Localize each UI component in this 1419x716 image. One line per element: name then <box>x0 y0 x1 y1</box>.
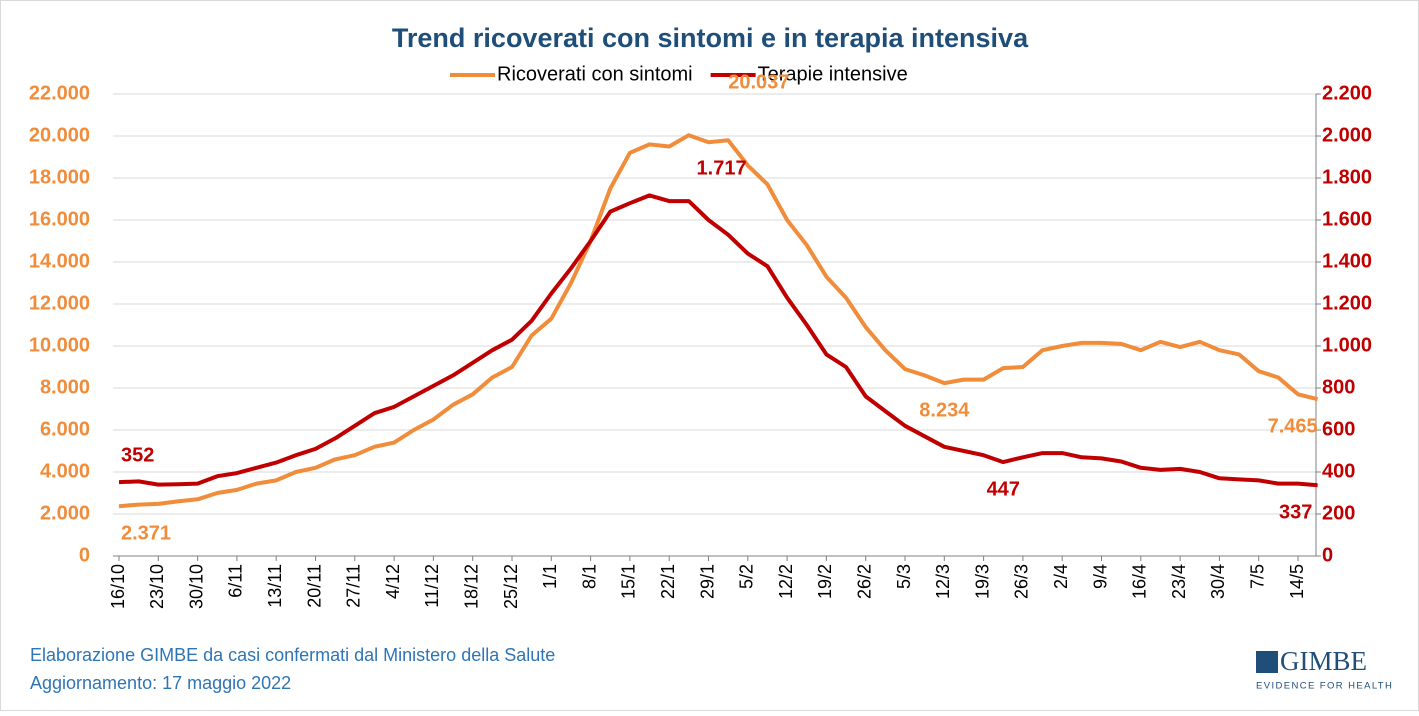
logo-icon <box>1256 651 1278 673</box>
data-label: 8.234 <box>919 399 970 421</box>
y-tick-label: 4.000 <box>40 460 90 482</box>
x-tick-label: 9/4 <box>1090 564 1110 589</box>
x-tick-label: 30/4 <box>1208 564 1228 599</box>
x-tick-label: 26/3 <box>1012 564 1032 599</box>
y-tick-label: 12.000 <box>29 292 90 314</box>
y2-tick-label: 200 <box>1322 502 1355 524</box>
chart-title: Trend ricoverati con sintomi e in terapi… <box>392 23 1029 53</box>
x-tick-label: 2/4 <box>1051 564 1071 589</box>
x-tick-label: 18/12 <box>461 564 481 609</box>
y-tick-label: 14.000 <box>29 250 90 272</box>
y2-tick-label: 2.200 <box>1322 82 1372 104</box>
x-tick-label: 30/10 <box>186 564 206 609</box>
x-tick-label: 14/5 <box>1287 564 1307 599</box>
x-tick-label: 5/3 <box>894 564 914 589</box>
logo-name: GIMBE <box>1280 646 1367 676</box>
x-tick-label: 12/3 <box>933 564 953 599</box>
x-tick-label: 26/2 <box>854 564 874 599</box>
x-tick-label: 16/4 <box>1130 564 1150 599</box>
y2-tick-label: 600 <box>1322 418 1355 440</box>
legend-label: Terapie intensive <box>758 63 908 85</box>
series-line <box>118 133 1319 509</box>
logo: GIMBE EVIDENCE FOR HEALTH <box>1256 646 1393 692</box>
x-tick-label: 12/2 <box>776 564 796 599</box>
legend-label: Ricoverati con sintomi <box>497 63 693 85</box>
y2-tick-label: 1.800 <box>1322 166 1372 188</box>
y-tick-label: 18.000 <box>29 166 90 188</box>
series-line <box>118 193 1318 488</box>
data-label: 1.717 <box>697 158 747 180</box>
x-tick-label: 7/5 <box>1247 564 1267 589</box>
y-tick-label: 8.000 <box>40 376 90 398</box>
y-tick-label: 2.000 <box>40 502 90 524</box>
x-tick-label: 23/10 <box>147 564 167 609</box>
x-tick-label: 6/11 <box>226 564 246 598</box>
y-tick-label: 16.000 <box>29 208 90 230</box>
x-tick-label: 15/1 <box>619 564 639 599</box>
y-tick-label: 6.000 <box>40 418 90 440</box>
footer-source: Elaborazione GIMBE da casi confermati da… <box>30 645 555 665</box>
y-tick-label: 0 <box>79 544 90 566</box>
y-tick-label: 22.000 <box>29 82 90 104</box>
y2-tick-label: 800 <box>1322 376 1355 398</box>
x-tick-label: 13/11 <box>265 564 285 608</box>
y2-tick-label: 400 <box>1322 460 1355 482</box>
x-tick-label: 23/4 <box>1169 564 1189 599</box>
data-label: 7.465 <box>1268 416 1318 438</box>
y2-tick-label: 1.200 <box>1322 292 1372 314</box>
x-tick-label: 8/1 <box>579 564 599 589</box>
x-tick-label: 5/2 <box>737 564 757 589</box>
data-label: 352 <box>121 444 154 466</box>
x-tick-label: 25/12 <box>501 564 521 609</box>
legend: Ricoverati con sintomi Terapie intensive <box>450 63 908 85</box>
x-tick-label: 29/1 <box>697 564 717 599</box>
y-tick-label: 10.000 <box>29 334 90 356</box>
x-tick-label: 16/10 <box>108 564 128 609</box>
x-tick-label: 27/11 <box>344 564 364 608</box>
y2-tick-label: 1.600 <box>1322 208 1372 230</box>
y2-tick-label: 1.000 <box>1322 334 1372 356</box>
x-tick-label: 19/3 <box>972 564 992 599</box>
x-tick-label: 4/12 <box>383 564 403 599</box>
data-label: 447 <box>987 478 1020 500</box>
data-label: 20.037 <box>728 72 789 94</box>
x-tick-label: 11/12 <box>422 564 442 608</box>
data-label: 2.371 <box>121 522 171 544</box>
footer-update: Aggiornamento: 17 maggio 2022 <box>30 673 291 693</box>
x-tick-label: 19/2 <box>815 564 835 599</box>
logo-tagline: EVIDENCE FOR HEALTH <box>1256 681 1393 692</box>
y2-tick-label: 2.000 <box>1322 124 1372 146</box>
x-tick-label: 20/11 <box>304 564 324 608</box>
x-tick-label: 22/1 <box>658 564 678 599</box>
y2-tick-label: 0 <box>1322 544 1333 566</box>
data-label: 337 <box>1279 502 1312 524</box>
y2-tick-label: 1.400 <box>1322 250 1372 272</box>
x-tick-label: 1/1 <box>540 564 560 589</box>
y-tick-label: 20.000 <box>29 124 90 146</box>
